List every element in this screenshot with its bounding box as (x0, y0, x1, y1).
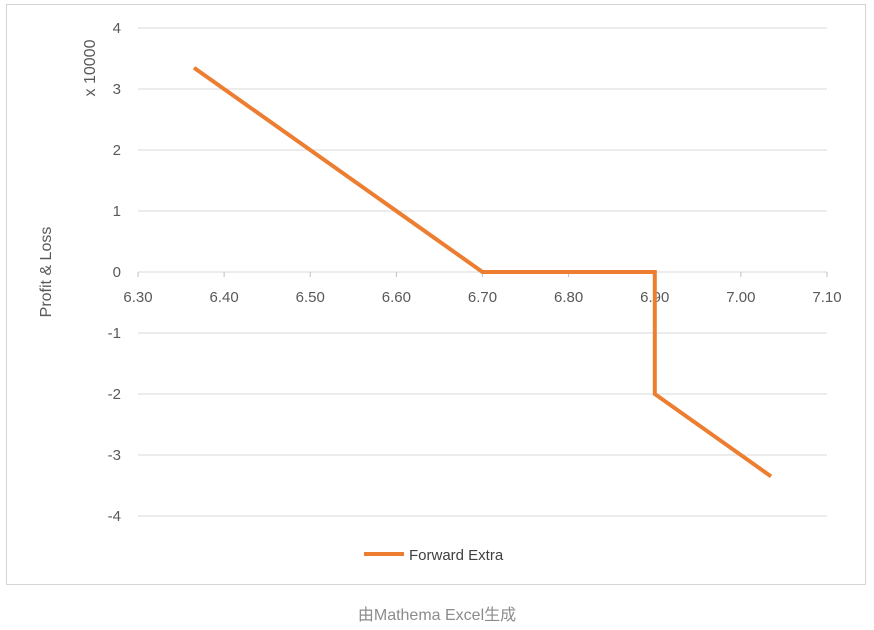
legend-label: Forward Extra (409, 547, 504, 564)
y-axis-title: Profit & Loss (38, 227, 55, 318)
x-axis-ticks: 6.30 6.40 6.50 6.60 6.70 6.80 6.90 7.00 7.10 (123, 272, 842, 306)
gridlines (138, 27, 827, 517)
y-tick-label: 3 (113, 81, 121, 98)
y-tick-label: -4 (108, 508, 121, 525)
series-layer (192, 66, 773, 479)
y-axis-multiplier-label: x 10000 (82, 39, 99, 96)
y-tick-label: 4 (113, 20, 121, 37)
y-tick-label: -2 (108, 386, 121, 403)
x-tick-label: 7.00 (726, 289, 755, 306)
x-tick-label: 6.70 (468, 289, 497, 306)
x-tick-label: 6.50 (296, 289, 325, 306)
chart-frame (6, 4, 866, 585)
legend: Forward Extra (364, 547, 504, 564)
x-tick-label: 6.60 (382, 289, 411, 306)
x-tick-label: 7.10 (812, 289, 841, 306)
x-tick-label: 6.80 (554, 289, 583, 306)
y-axis-ticks: 4 3 2 1 0 -1 -2 -3 -4 (108, 20, 121, 525)
x-tick-label: 6.30 (123, 289, 152, 306)
y-tick-label: 1 (113, 203, 121, 220)
y-tick-label: -1 (108, 325, 121, 342)
series-line-0 (192, 66, 773, 479)
chart-caption: 由Mathema Excel生成 (357, 607, 517, 624)
y-tick-label: 2 (113, 142, 121, 159)
y-tick-label: -3 (108, 447, 121, 464)
y-tick-label: 0 (113, 264, 121, 281)
x-tick-label: 6.40 (210, 289, 239, 306)
